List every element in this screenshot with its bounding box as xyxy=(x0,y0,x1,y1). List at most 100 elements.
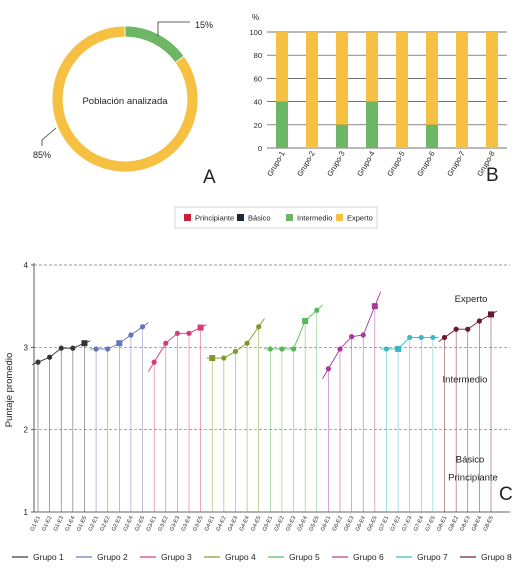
line-ytick-0: 1 xyxy=(24,508,29,517)
g5-xtick-2: G5-E3 xyxy=(285,515,297,532)
bar-ytick-4: 80 xyxy=(254,51,262,60)
g7-xtick-1: G7-E2 xyxy=(390,515,402,532)
donut-center-label: Población analizada xyxy=(82,96,168,107)
g3-point-1 xyxy=(163,340,169,346)
g3-point-0 xyxy=(151,359,157,365)
bar-3-series-1 xyxy=(366,32,378,102)
legend-label-0: Principiante xyxy=(195,214,234,223)
g7-xtick-0: G7-E1 xyxy=(378,515,390,532)
panel-label-a: A xyxy=(203,167,216,188)
g4-xtick-1: G4-E2 xyxy=(215,515,227,532)
g8-xtick-0: G8-E1 xyxy=(436,515,448,532)
g5-point-1 xyxy=(279,346,285,352)
line-ytick-2: 3 xyxy=(24,343,29,352)
g1-point-3 xyxy=(70,345,76,351)
g4-point-2 xyxy=(232,348,239,355)
donut-slice-label-1: 85% xyxy=(33,150,51,160)
g3-xtick-0: G3-E1 xyxy=(146,515,158,532)
g8-xtick-1: G8-E2 xyxy=(448,515,460,532)
bar-category-2: Grupo-3 xyxy=(325,150,347,178)
bar-ytick-3: 60 xyxy=(254,74,262,83)
g6-point-1 xyxy=(337,346,343,352)
g7-point-3 xyxy=(418,334,424,341)
legend-swatch-2 xyxy=(286,214,293,221)
bar-2-series-0 xyxy=(336,124,348,148)
g5-line xyxy=(264,304,323,350)
g5-point-3 xyxy=(302,317,309,324)
g8-point-0 xyxy=(441,334,448,341)
panel-label-b: B xyxy=(486,165,499,186)
g1-point-4 xyxy=(81,340,88,347)
g5-xtick-3: G5-E4 xyxy=(297,515,309,532)
g4-point-4 xyxy=(256,324,262,330)
g2-xtick-0: G2-E1 xyxy=(88,515,100,532)
bar-unit-label: % xyxy=(252,13,259,22)
g8-xtick-4: G8-E5 xyxy=(483,515,495,532)
g6-xtick-0: G6-E1 xyxy=(320,515,332,532)
group-legend-label-8: Grupo 8 xyxy=(481,552,512,562)
bar-7-series-1 xyxy=(486,32,498,148)
line-chart: 1 2 3 4 Experto Intermedio Básico Principiante G… xyxy=(12,261,512,562)
g8-xtick-3: G8-E4 xyxy=(471,515,483,532)
bar-category-5: Grupo-6 xyxy=(415,150,437,178)
g2-xtick-2: G2-E3 xyxy=(111,515,123,532)
g6-point-4 xyxy=(371,303,378,310)
bar-category-6: Grupo-7 xyxy=(445,150,467,178)
legend-label-1: Básico xyxy=(248,214,271,223)
g8-point-3 xyxy=(476,318,482,324)
bar-0-series-0 xyxy=(276,101,288,148)
level-label-1: Intermedio xyxy=(443,375,488,386)
g3-xtick-3: G3-E4 xyxy=(181,515,193,532)
donut-leader-0 xyxy=(157,21,190,36)
stacked-bar-chart: 0 20 40 60 80 100 Grupo-1 Grupo-2 Grupo-3 Grupo-4… xyxy=(249,28,507,178)
g4-point-0 xyxy=(209,355,216,362)
g3-xtick-1: G3-E2 xyxy=(157,515,169,532)
g5-xtick-4: G5-E5 xyxy=(308,515,320,532)
g7-point-2 xyxy=(407,334,413,341)
g3-point-2 xyxy=(174,330,180,336)
g1-xtick-3: G1-E4 xyxy=(64,515,76,532)
donut-slice-1 xyxy=(51,25,199,173)
group-legend-label-3: Grupo 3 xyxy=(161,552,192,562)
group-legend-label-4: Grupo 4 xyxy=(225,552,256,562)
g1-point-2 xyxy=(58,345,64,351)
g5-point-4 xyxy=(314,307,320,313)
donut-slice-0 xyxy=(124,25,185,64)
g7-point-1 xyxy=(395,345,402,352)
g2-point-1 xyxy=(105,346,111,352)
bar-3-series-0 xyxy=(366,101,378,148)
bar-2-series-1 xyxy=(336,32,348,125)
g7-xtick-4: G7-E5 xyxy=(425,515,437,532)
group-legend-label-7: Grupo 7 xyxy=(417,552,448,562)
g3-point-3 xyxy=(186,330,192,336)
g1-point-1 xyxy=(47,354,53,360)
g4-xtick-0: G4-E1 xyxy=(204,515,216,532)
bar-category-0: Grupo-1 xyxy=(265,150,287,178)
g2-point-2 xyxy=(116,340,123,347)
g1-xtick-4: G1-E5 xyxy=(76,515,88,532)
legend: Principiante Básico Intermedio Experto xyxy=(184,214,373,223)
line-ytick-3: 4 xyxy=(24,261,29,270)
bar-category-3: Grupo-4 xyxy=(355,150,377,178)
bar-ytick-1: 20 xyxy=(254,121,262,130)
g2-xtick-1: G2-E2 xyxy=(99,515,111,532)
bar-category-1: Grupo-2 xyxy=(295,150,317,178)
g6-xtick-1: G6-E2 xyxy=(332,515,344,532)
g7-point-4 xyxy=(430,334,436,341)
g6-xtick-2: G6-E3 xyxy=(343,515,355,532)
g8-point-4 xyxy=(488,311,494,318)
bar-6-series-1 xyxy=(456,32,468,148)
g5-xtick-0: G5-E1 xyxy=(262,515,274,532)
g8-point-2 xyxy=(465,326,471,332)
legend-swatch-0 xyxy=(184,214,191,221)
bar-ytick-0: 0 xyxy=(258,144,262,153)
g2-xtick-3: G2-E4 xyxy=(123,515,135,532)
g4-xtick-3: G4-E4 xyxy=(239,515,251,532)
g6-point-3 xyxy=(360,332,366,338)
g7-xtick-3: G7-E4 xyxy=(413,515,425,532)
bar-5-series-1 xyxy=(426,32,438,125)
g6-xtick-3: G6-E4 xyxy=(355,515,367,532)
donut-chart xyxy=(41,21,199,173)
group-legend-label-6: Grupo 6 xyxy=(353,552,384,562)
